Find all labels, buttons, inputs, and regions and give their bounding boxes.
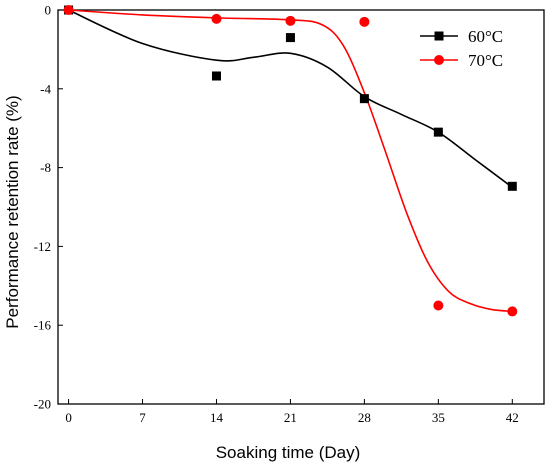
data-point-series-1 [359, 94, 369, 104]
data-point-series-2 [507, 306, 518, 317]
y-tick-label: 0 [45, 3, 52, 18]
x-tick-label: 42 [506, 410, 519, 425]
x-tick-label: 0 [65, 410, 72, 425]
x-tick-label: 35 [432, 410, 445, 425]
data-point-series-2 [433, 300, 444, 311]
data-point-series-2 [63, 5, 74, 15]
legend: 60°C 70°C [420, 27, 503, 70]
y-tick-label: -16 [34, 318, 52, 333]
y-axis-title: Performance retention rate (%) [3, 95, 22, 328]
x-tick-label: 7 [139, 410, 146, 425]
data-point-series-2 [285, 15, 296, 26]
data-markers [63, 5, 518, 317]
x-tick-label: 21 [284, 410, 297, 425]
data-point-series-1 [507, 181, 517, 191]
legend-label-series-1: 60°C [468, 27, 503, 46]
y-tick-label: -12 [34, 239, 51, 254]
data-point-series-1 [285, 33, 295, 43]
plot-frame [57, 9, 545, 405]
data-point-series-1 [211, 71, 221, 81]
y-tick-label: -20 [34, 397, 51, 412]
fit-curves [68, 9, 513, 313]
legend-marker-series-2 [434, 55, 444, 65]
legend-marker-series-1 [434, 31, 444, 41]
x-tick-label: 14 [210, 410, 224, 425]
data-point-series-1 [433, 127, 443, 137]
data-point-series-2 [211, 13, 222, 24]
axis-ticks: 0 7 14 21 28 35 42 0 -4 -8 -12 -16 -20 [34, 3, 519, 426]
fit-curve-series-1 [68, 9, 513, 188]
y-tick-label: -8 [40, 160, 51, 175]
x-tick-label: 28 [358, 410, 371, 425]
fit-curve-series-2 [68, 9, 513, 313]
data-point-series-2 [359, 16, 370, 27]
x-axis-title: Soaking time (Day) [216, 443, 361, 462]
y-tick-label: -4 [40, 81, 51, 96]
plot-area [57, 9, 545, 405]
legend-label-series-2: 70°C [468, 51, 503, 70]
